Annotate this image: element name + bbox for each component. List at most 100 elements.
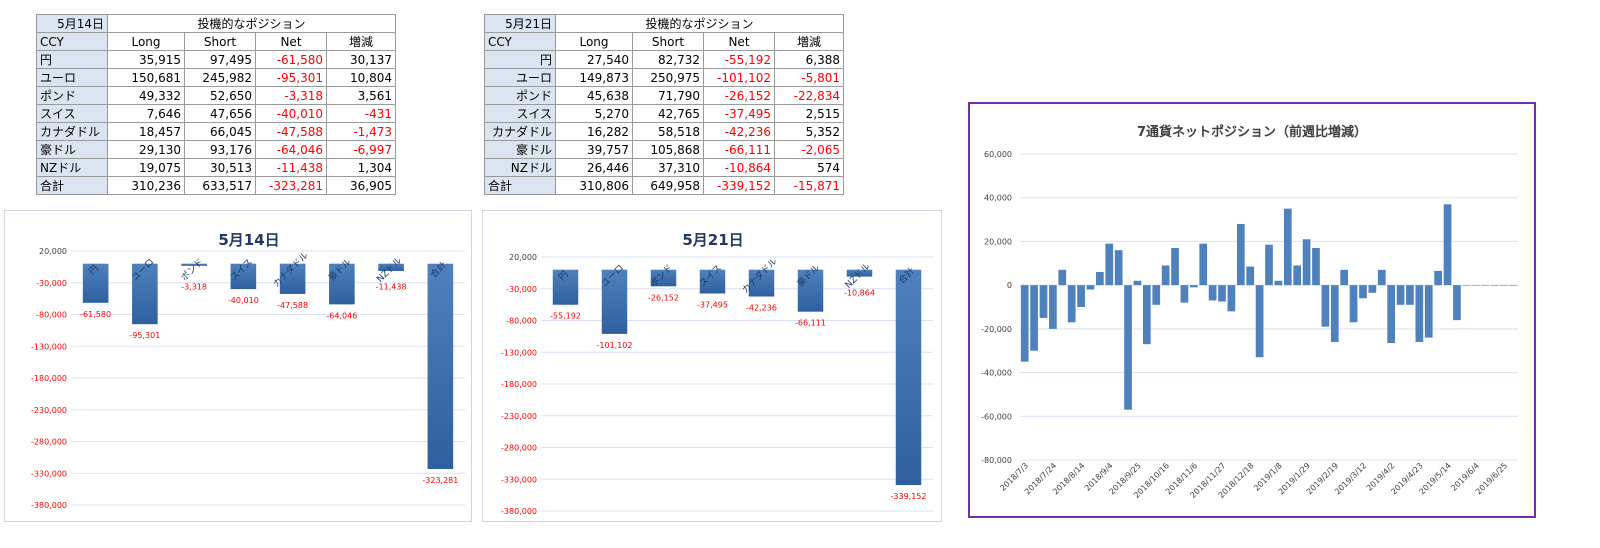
bar: [1189, 285, 1198, 288]
currency-label: NZドル: [36, 158, 108, 177]
bar: [1227, 285, 1236, 312]
bar: [1368, 285, 1377, 293]
long-value: 29,130: [107, 140, 185, 159]
net-value: -66,111: [703, 140, 775, 159]
y-tick-label: -180,000: [501, 380, 537, 389]
short-value: 37,310: [632, 158, 704, 177]
long-value: 149,873: [555, 68, 633, 87]
bar: [329, 263, 355, 305]
table-row: ポンド 45,638 71,790 -26,152 -22,834: [484, 86, 844, 105]
currency-label: NZドル: [484, 158, 556, 177]
table-row: ユーロ 149,873 250,975 -101,102 -5,801: [484, 68, 844, 87]
bar: [1340, 269, 1349, 286]
y-tick-label: -280,000: [31, 438, 67, 447]
bar: [650, 269, 677, 287]
net-value: -95,301: [255, 68, 327, 87]
currency-label: ユーロ: [36, 68, 108, 87]
bar: [1161, 265, 1170, 286]
bar: [1077, 285, 1085, 307]
y-tick-label: -130,000: [501, 348, 537, 357]
currency-label: 豪ドル: [36, 140, 108, 159]
data-label: -10,864: [844, 289, 875, 298]
data-label: -42,236: [746, 304, 777, 313]
category-label: ポンド: [179, 256, 206, 283]
net-value: -64,046: [255, 140, 327, 159]
column-header: CCY: [36, 32, 108, 51]
y-tick-label: -330,000: [31, 469, 67, 478]
column-header: Net: [255, 32, 327, 51]
short-value: 105,868: [632, 140, 704, 159]
table-row: スイス 7,646 47,656 -40,010 -431: [36, 104, 396, 123]
long-value: 150,681: [107, 68, 185, 87]
bar: [1330, 285, 1339, 342]
bar: [1124, 285, 1132, 410]
bar: [1396, 285, 1405, 305]
table-row: NZドル 26,446 37,310 -10,864 574: [484, 158, 844, 177]
bar: [378, 263, 404, 271]
change-value: 3,561: [326, 86, 396, 105]
currency-label: カナダドル: [484, 122, 556, 141]
long-value: 7,646: [107, 104, 185, 123]
currency-label: スイス: [484, 104, 556, 123]
net-value: -11,438: [255, 158, 327, 177]
change-value: 30,137: [326, 50, 396, 69]
short-value: 71,790: [632, 86, 704, 105]
bar: [1387, 285, 1396, 344]
y-tick-label: 20,000: [39, 247, 67, 256]
change-value: 2,515: [774, 104, 844, 123]
bar: [1302, 239, 1311, 286]
bar: [181, 263, 207, 266]
bar: [1415, 285, 1424, 342]
bar: [748, 269, 775, 297]
column-header: Short: [184, 32, 256, 51]
bar: [1434, 270, 1442, 286]
change-value: 10,804: [326, 68, 396, 87]
y-tick-label: -60,000: [981, 412, 1012, 421]
column-header: 増減: [774, 32, 844, 51]
bar: [1265, 244, 1273, 286]
currency-label: 合計: [484, 176, 556, 195]
bar: [1359, 285, 1367, 299]
data-label: -37,495: [697, 301, 728, 310]
bar: [1039, 285, 1048, 318]
change-value: -15,871: [774, 176, 844, 195]
currency-label: カナダドル: [36, 122, 108, 141]
chart-title: 7通貨ネットポジション（前週比増減）: [1137, 124, 1367, 140]
column-header: Long: [555, 32, 633, 51]
data-label: -64,046: [326, 311, 357, 320]
bar: [132, 263, 158, 325]
bar: [1246, 266, 1255, 286]
table-row: 合計 310,806 649,958 -339,152 -15,871: [484, 176, 844, 195]
long-value: 310,806: [555, 176, 633, 195]
table-row: 豪ドル 39,757 105,868 -66,111 -2,065: [484, 140, 844, 159]
y-tick-label: -380,000: [501, 507, 537, 516]
bar: [1509, 285, 1518, 286]
bar: [1171, 247, 1179, 286]
table-date: 5月14日: [36, 14, 108, 33]
bar: [1142, 285, 1151, 345]
net-value: -37,495: [703, 104, 775, 123]
y-tick-label: 20,000: [509, 253, 537, 262]
short-value: 245,982: [184, 68, 256, 87]
currency-label: 合計: [36, 176, 108, 195]
bar: [1180, 285, 1189, 303]
y-tick-label: 40,000: [984, 194, 1012, 203]
short-value: 250,975: [632, 68, 704, 87]
bar: [797, 269, 824, 312]
data-label: -66,111: [795, 319, 826, 328]
y-tick-label: -130,000: [31, 342, 67, 351]
bar: [1453, 285, 1461, 321]
y-tick-label: -330,000: [501, 475, 537, 484]
chart-title: 5月14日: [218, 231, 279, 249]
table-row: ポンド 49,332 52,650 -3,318 3,561: [36, 86, 396, 105]
chart-panel-weekly-change: 7通貨ネットポジション（前週比増減） 60,000 40,000 20,000 0 -20…: [968, 102, 1536, 518]
bar: [1208, 285, 1217, 301]
bar: [1020, 285, 1029, 362]
bar: [1274, 280, 1283, 286]
net-value: -42,236: [703, 122, 775, 141]
table-row: カナダドル 18,457 66,045 -47,588 -1,473: [36, 122, 396, 141]
net-value: -3,318: [255, 86, 327, 105]
column-header: Short: [632, 32, 704, 51]
long-value: 27,540: [555, 50, 633, 69]
short-value: 52,650: [184, 86, 256, 105]
